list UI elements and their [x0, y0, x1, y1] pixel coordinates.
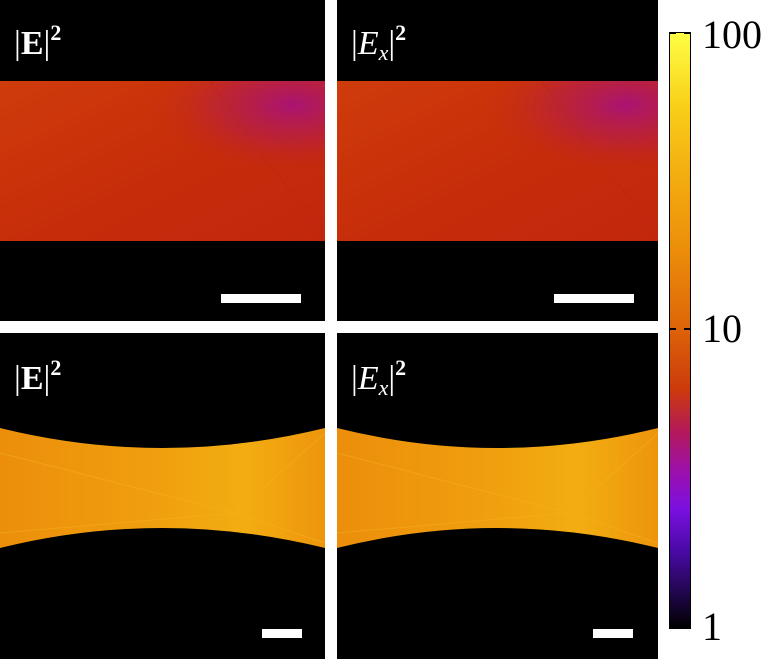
field-map	[337, 428, 658, 548]
colorbar-label-max: 100	[702, 12, 762, 57]
field-map	[337, 80, 658, 241]
colorbar	[669, 32, 691, 629]
panel-label: |E|2	[14, 355, 62, 397]
panel-label: |E|2	[14, 20, 62, 62]
field-panel-bottom-right: |Ex|2	[337, 333, 658, 659]
panel-label: |Ex|2	[351, 20, 407, 65]
scale-bar	[221, 294, 301, 303]
field-map	[0, 428, 325, 548]
colorbar-tick	[684, 328, 690, 330]
colorbar-tick	[670, 32, 676, 34]
scale-bar	[593, 629, 633, 638]
scale-bar	[554, 294, 634, 303]
field-map	[0, 80, 325, 241]
panel-label: |Ex|2	[351, 355, 407, 400]
field-panel-top-right: |Ex|2	[337, 0, 658, 321]
colorbar-tick	[684, 626, 690, 628]
colorbar-tick	[670, 626, 676, 628]
field-panel-top-left: |E|2	[0, 0, 325, 321]
colorbar-tick	[670, 328, 676, 330]
scale-bar	[262, 629, 302, 638]
colorbar-tick	[684, 32, 690, 34]
colorbar-label-mid: 10	[702, 306, 742, 351]
colorbar-label-min: 1	[702, 604, 722, 649]
field-panel-bottom-left: |E|2	[0, 333, 325, 659]
